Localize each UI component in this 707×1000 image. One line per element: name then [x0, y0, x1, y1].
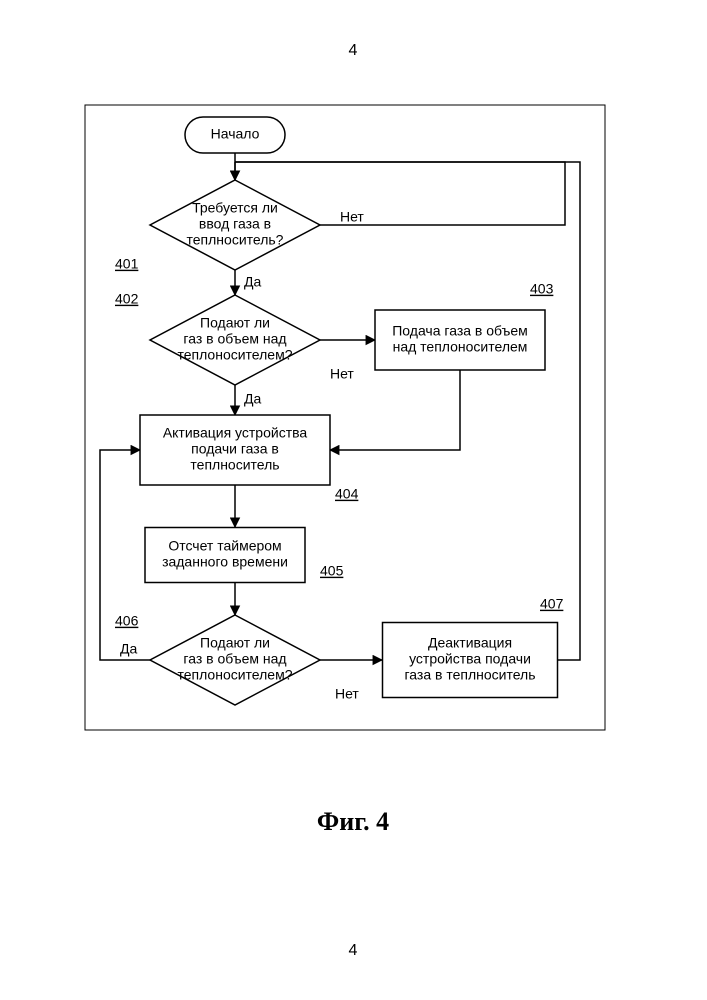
edge-label-1: Нет — [340, 209, 364, 225]
node-p407-line2: газа в теплноситель — [404, 667, 535, 683]
node-d406-line0: Подают ли — [200, 635, 270, 651]
node-p403-ref: 403 — [530, 281, 554, 297]
node-d401-line1: ввод газа в — [199, 216, 271, 232]
node-p407: Деактивацияустройства подачигаза в теплн… — [383, 596, 564, 698]
figure-caption: Фиг. 4 — [317, 807, 389, 836]
node-p403-line1: над теплоносителем — [393, 339, 528, 355]
edge-label-9: Нет — [335, 686, 359, 702]
node-p404-ref: 404 — [335, 486, 359, 502]
page-number-top: 4 — [349, 42, 358, 59]
node-p403-line0: Подача газа в объем — [392, 323, 528, 339]
node-d402-line2: теплоносителем? — [177, 347, 292, 363]
node-p407-line1: устройства подачи — [409, 651, 531, 667]
diagram: Нет Да Нет Да Нет Да Начало Требуется ливвод га… — [85, 105, 605, 730]
node-p405-line0: Отсчет таймером — [168, 538, 281, 554]
node-d401-ref: 401 — [115, 256, 139, 272]
node-p403: Подача газа в объемнад теплоносителем 403 — [375, 281, 554, 370]
node-d402: Подают лигаз в объем надтеплоносителем? 4… — [115, 291, 320, 385]
flowchart-figure: 4 Нет Да Нет Да Нет Да Начало Требуется ливвод … — [0, 0, 707, 1000]
node-start-line0: Начало — [211, 126, 260, 142]
node-p407-line0: Деактивация — [428, 635, 512, 651]
node-d406-line1: газ в объем над — [183, 651, 286, 667]
node-p404-line2: теплноситель — [190, 457, 279, 473]
node-d406: Подают лигаз в объем надтеплоносителем? 4… — [115, 613, 320, 705]
node-p407-ref: 407 — [540, 596, 564, 612]
node-p405-line1: заданного времени — [162, 554, 288, 570]
nodes-group: НачалоТребуется ливвод газа втеплносител… — [115, 117, 564, 705]
page-number-bottom: 4 — [349, 942, 358, 959]
node-p405-ref: 405 — [320, 563, 344, 579]
node-d401-line0: Требуется ли — [192, 200, 278, 216]
node-p404-line0: Активация устройства — [163, 425, 308, 441]
node-d402-line1: газ в объем над — [183, 331, 286, 347]
node-d401: Требуется ливвод газа втеплноситель? 401 — [115, 180, 320, 272]
edge-label-4: Нет — [330, 366, 354, 382]
node-start: Начало — [185, 117, 285, 153]
edge-label-10: Да — [120, 641, 137, 657]
node-p404: Активация устройстваподачи газа втеплнос… — [140, 415, 359, 502]
node-p404-line1: подачи газа в — [191, 441, 279, 457]
node-d402-ref: 402 — [115, 291, 139, 307]
node-d401-line2: теплноситель? — [187, 232, 284, 248]
node-d402-line0: Подают ли — [200, 315, 270, 331]
node-d406-line2: теплоносителем? — [177, 667, 292, 683]
edge-label-5: Да — [244, 391, 261, 407]
edge-6 — [330, 370, 460, 450]
edge-label-3: Да — [244, 274, 261, 290]
node-d406-ref: 406 — [115, 613, 139, 629]
node-p405: Отсчет таймеромзаданного времени 405 — [145, 528, 344, 583]
